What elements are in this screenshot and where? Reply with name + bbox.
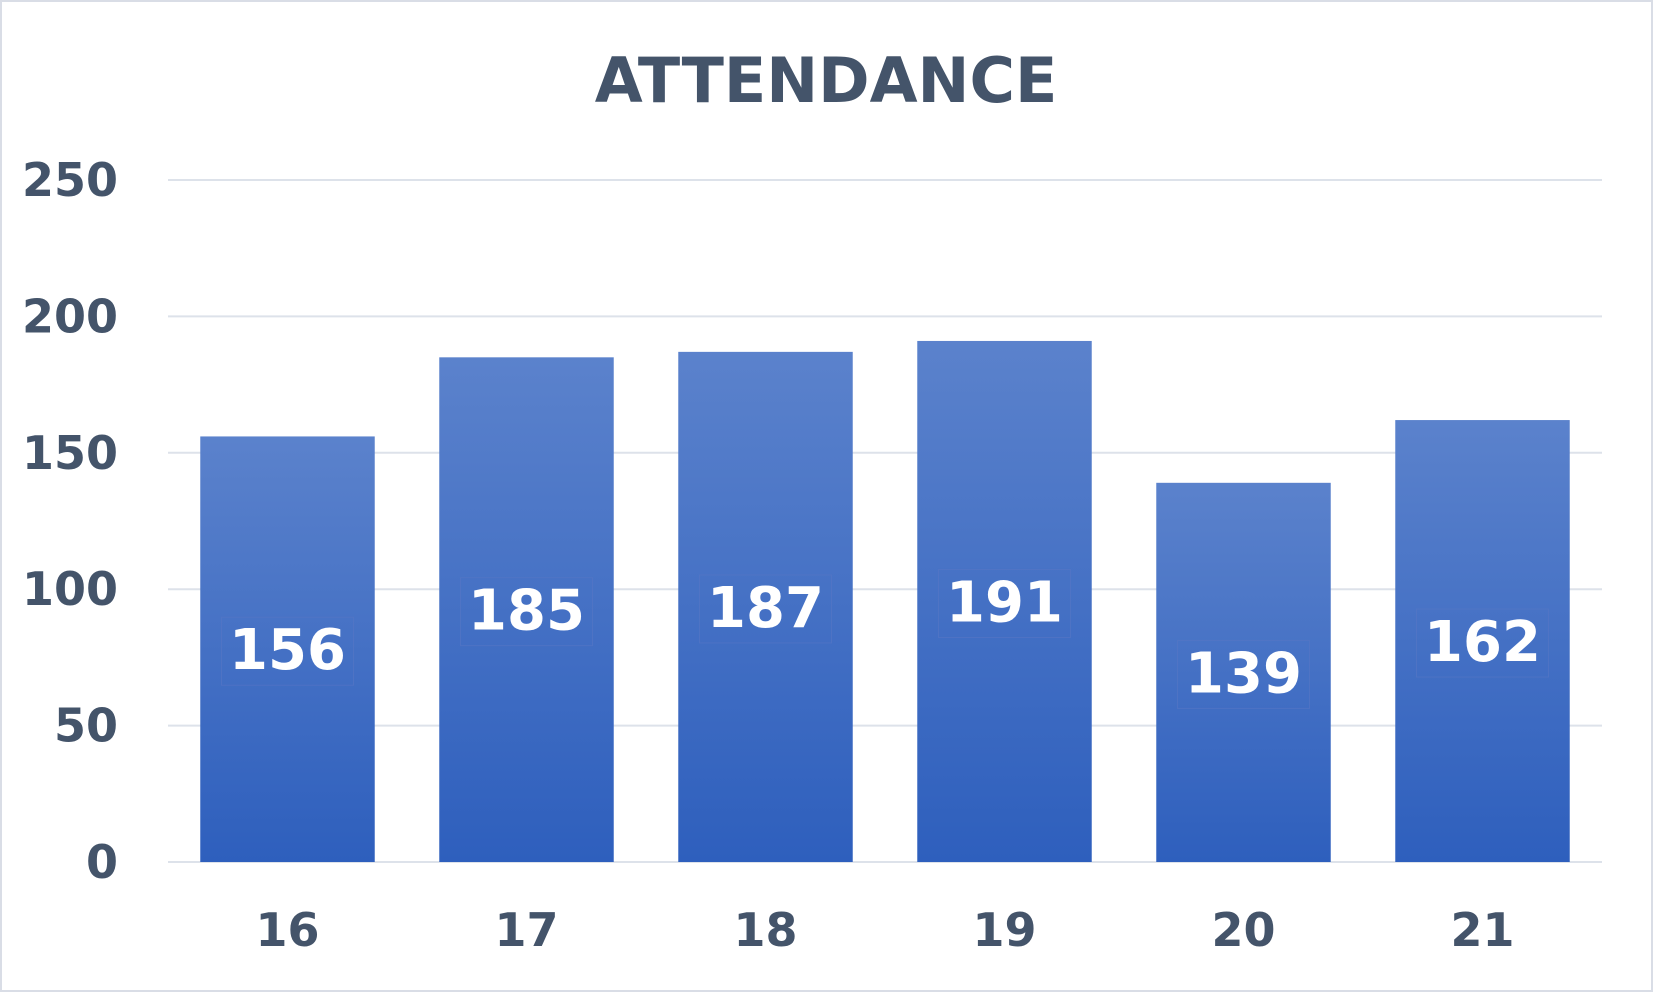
data-label-20: 139	[1185, 641, 1302, 706]
y-tick-label: 250	[22, 153, 118, 207]
chart-title: ATTENDANCE	[595, 44, 1058, 117]
data-label-box	[460, 577, 593, 647]
gridlines	[168, 179, 1602, 863]
data-label-17: 185	[468, 579, 585, 644]
y-tick-label: 100	[22, 562, 118, 616]
data-label-19: 191	[946, 570, 1063, 635]
data-label-18: 187	[707, 576, 824, 641]
x-tick-label-19: 19	[972, 903, 1036, 957]
bar-20	[1156, 482, 1331, 862]
y-tick-label: 50	[54, 699, 118, 753]
data-label-box	[1416, 608, 1549, 678]
x-tick-label-17: 17	[494, 903, 558, 957]
x-axis-tick-labels: 16 17 18 19 20 21	[255, 903, 1514, 957]
bars: 156 185 187 191 139 162	[200, 340, 1570, 862]
data-label-box	[221, 616, 354, 686]
y-tick-label: 200	[22, 289, 118, 343]
x-tick-label-16: 16	[255, 903, 319, 957]
data-label-box	[699, 574, 832, 644]
bar-18	[678, 351, 853, 862]
y-tick-label: 0	[86, 835, 118, 889]
bar-21	[1395, 420, 1570, 862]
data-label-21: 162	[1424, 610, 1541, 675]
bar-17	[439, 357, 614, 862]
x-tick-label-18: 18	[733, 903, 797, 957]
data-label-box	[1177, 639, 1310, 709]
y-axis-tick-labels: 0 50 100 150 200 250	[22, 153, 118, 889]
x-tick-label-20: 20	[1211, 903, 1275, 957]
data-label-box	[938, 568, 1071, 638]
data-label-16: 156	[229, 618, 346, 683]
y-tick-label: 150	[22, 426, 118, 480]
bar-19	[917, 340, 1092, 862]
bar-16	[200, 436, 375, 862]
x-tick-label-21: 21	[1450, 903, 1514, 957]
